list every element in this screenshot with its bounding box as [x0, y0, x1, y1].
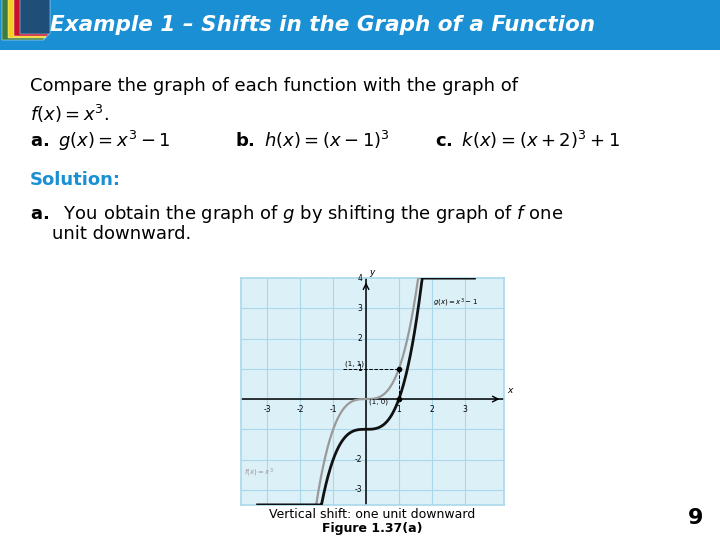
Text: 4: 4: [357, 274, 362, 282]
Text: Solution:: Solution:: [30, 171, 121, 189]
Text: 3: 3: [357, 304, 362, 313]
Text: Vertical shift: one unit downward: Vertical shift: one unit downward: [269, 508, 476, 521]
Text: 2: 2: [357, 334, 362, 343]
Text: 2: 2: [429, 405, 434, 414]
Text: -3: -3: [264, 405, 271, 414]
Text: Figure 1.37(a): Figure 1.37(a): [323, 522, 423, 535]
Bar: [2, 0, 44, 40]
Bar: [14, 0, 48, 36]
Bar: [20, 0, 50, 34]
Text: unit downward.: unit downward.: [52, 225, 192, 243]
Text: $f(x)=x^3$: $f(x)=x^3$: [245, 467, 274, 478]
Text: x: x: [508, 386, 513, 395]
Text: Example 1 – Shifts in the Graph of a Function: Example 1 – Shifts in the Graph of a Fun…: [50, 15, 595, 35]
Text: -2: -2: [354, 455, 362, 464]
Text: $\mathbf{b.}\ h(x) = (x-1)^3$: $\mathbf{b.}\ h(x) = (x-1)^3$: [235, 129, 390, 151]
Text: $\mathbf{c.}\ k(x) = (x+2)^3 + 1$: $\mathbf{c.}\ k(x) = (x+2)^3 + 1$: [435, 129, 620, 151]
Text: 1: 1: [397, 405, 401, 414]
Text: $\mathbf{a.}$  You obtain the graph of $g$ by shifting the graph of $f$ one: $\mathbf{a.}$ You obtain the graph of $g…: [30, 203, 564, 225]
Text: (1, 1): (1, 1): [345, 360, 364, 367]
Text: Compare the graph of each function with the graph of: Compare the graph of each function with …: [30, 77, 518, 95]
Text: (1, 0): (1, 0): [369, 399, 387, 405]
Text: y: y: [369, 268, 374, 276]
Bar: [0, 0, 720, 50]
Bar: [8, 0, 46, 38]
Text: $f(x) = x^3.$: $f(x) = x^3.$: [30, 103, 109, 125]
Text: -1: -1: [330, 405, 337, 414]
Text: -3: -3: [354, 485, 362, 494]
Text: 3: 3: [462, 405, 467, 414]
Text: -2: -2: [297, 405, 304, 414]
Text: 1: 1: [357, 364, 362, 373]
Text: $\mathbf{a.}\ g(x) = x^3 - 1$: $\mathbf{a.}\ g(x) = x^3 - 1$: [30, 129, 171, 153]
Text: 9: 9: [688, 508, 703, 528]
Text: $g(x)=x^3-1$: $g(x)=x^3-1$: [433, 297, 478, 309]
